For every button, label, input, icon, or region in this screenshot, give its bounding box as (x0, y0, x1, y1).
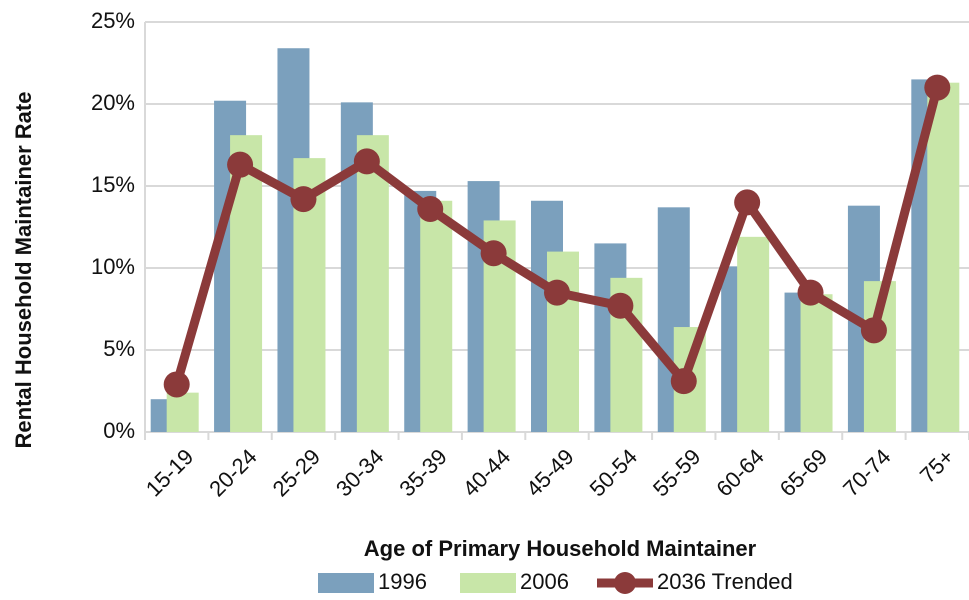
y-tick-label: 15% (91, 172, 135, 197)
line-marker (480, 240, 507, 267)
bar (356, 135, 389, 432)
bar (547, 251, 579, 432)
x-tick-label: 30-34 (331, 444, 388, 501)
x-tick-label: 40-44 (458, 444, 515, 501)
line-marker (924, 74, 951, 101)
x-tick-label: 65-69 (775, 444, 832, 501)
x-tick-label: 75+ (915, 444, 959, 488)
y-tick-label: 0% (103, 418, 135, 443)
y-axis-title: Rental Household Maintainer Rate (11, 92, 36, 449)
legend-label: 1996 (378, 569, 427, 594)
line-marker (607, 292, 634, 319)
legend-label: 2036 Trended (657, 569, 793, 594)
bar (800, 294, 833, 432)
bar (166, 392, 199, 432)
line-marker (290, 186, 317, 213)
x-tick-label: 25-29 (268, 444, 325, 501)
x-tick-label: 50-54 (585, 444, 642, 501)
line-marker (227, 151, 254, 178)
x-tick-label: 15-19 (141, 444, 198, 501)
bar (737, 236, 770, 432)
bar (420, 200, 453, 432)
line-marker (544, 279, 570, 306)
bar (927, 82, 960, 433)
x-tick-label: 55-59 (648, 444, 705, 501)
x-tick-label: 45-49 (521, 444, 578, 501)
legend-swatch (460, 573, 516, 593)
x-tick-label: 70-74 (838, 444, 895, 501)
x-tick-label: 60-64 (711, 444, 768, 501)
line-marker (353, 148, 380, 175)
y-tick-label: 10% (91, 254, 135, 279)
x-axis-title: Age of Primary Household Maintainer (364, 536, 757, 561)
line-marker (797, 279, 824, 306)
x-tick-label: 35-39 (394, 444, 451, 501)
y-tick-label: 5% (103, 336, 135, 361)
line-marker (417, 195, 444, 222)
x-tick-label: 20-24 (204, 444, 261, 501)
line-marker (163, 371, 190, 398)
line-marker (860, 317, 887, 344)
legend-swatch (318, 573, 374, 593)
line-marker (670, 368, 697, 395)
legend-label: 2006 (520, 569, 569, 594)
y-tick-label: 25% (91, 8, 135, 33)
line-marker (734, 189, 761, 216)
y-tick-label: 20% (91, 90, 135, 115)
legend-marker (614, 572, 636, 594)
